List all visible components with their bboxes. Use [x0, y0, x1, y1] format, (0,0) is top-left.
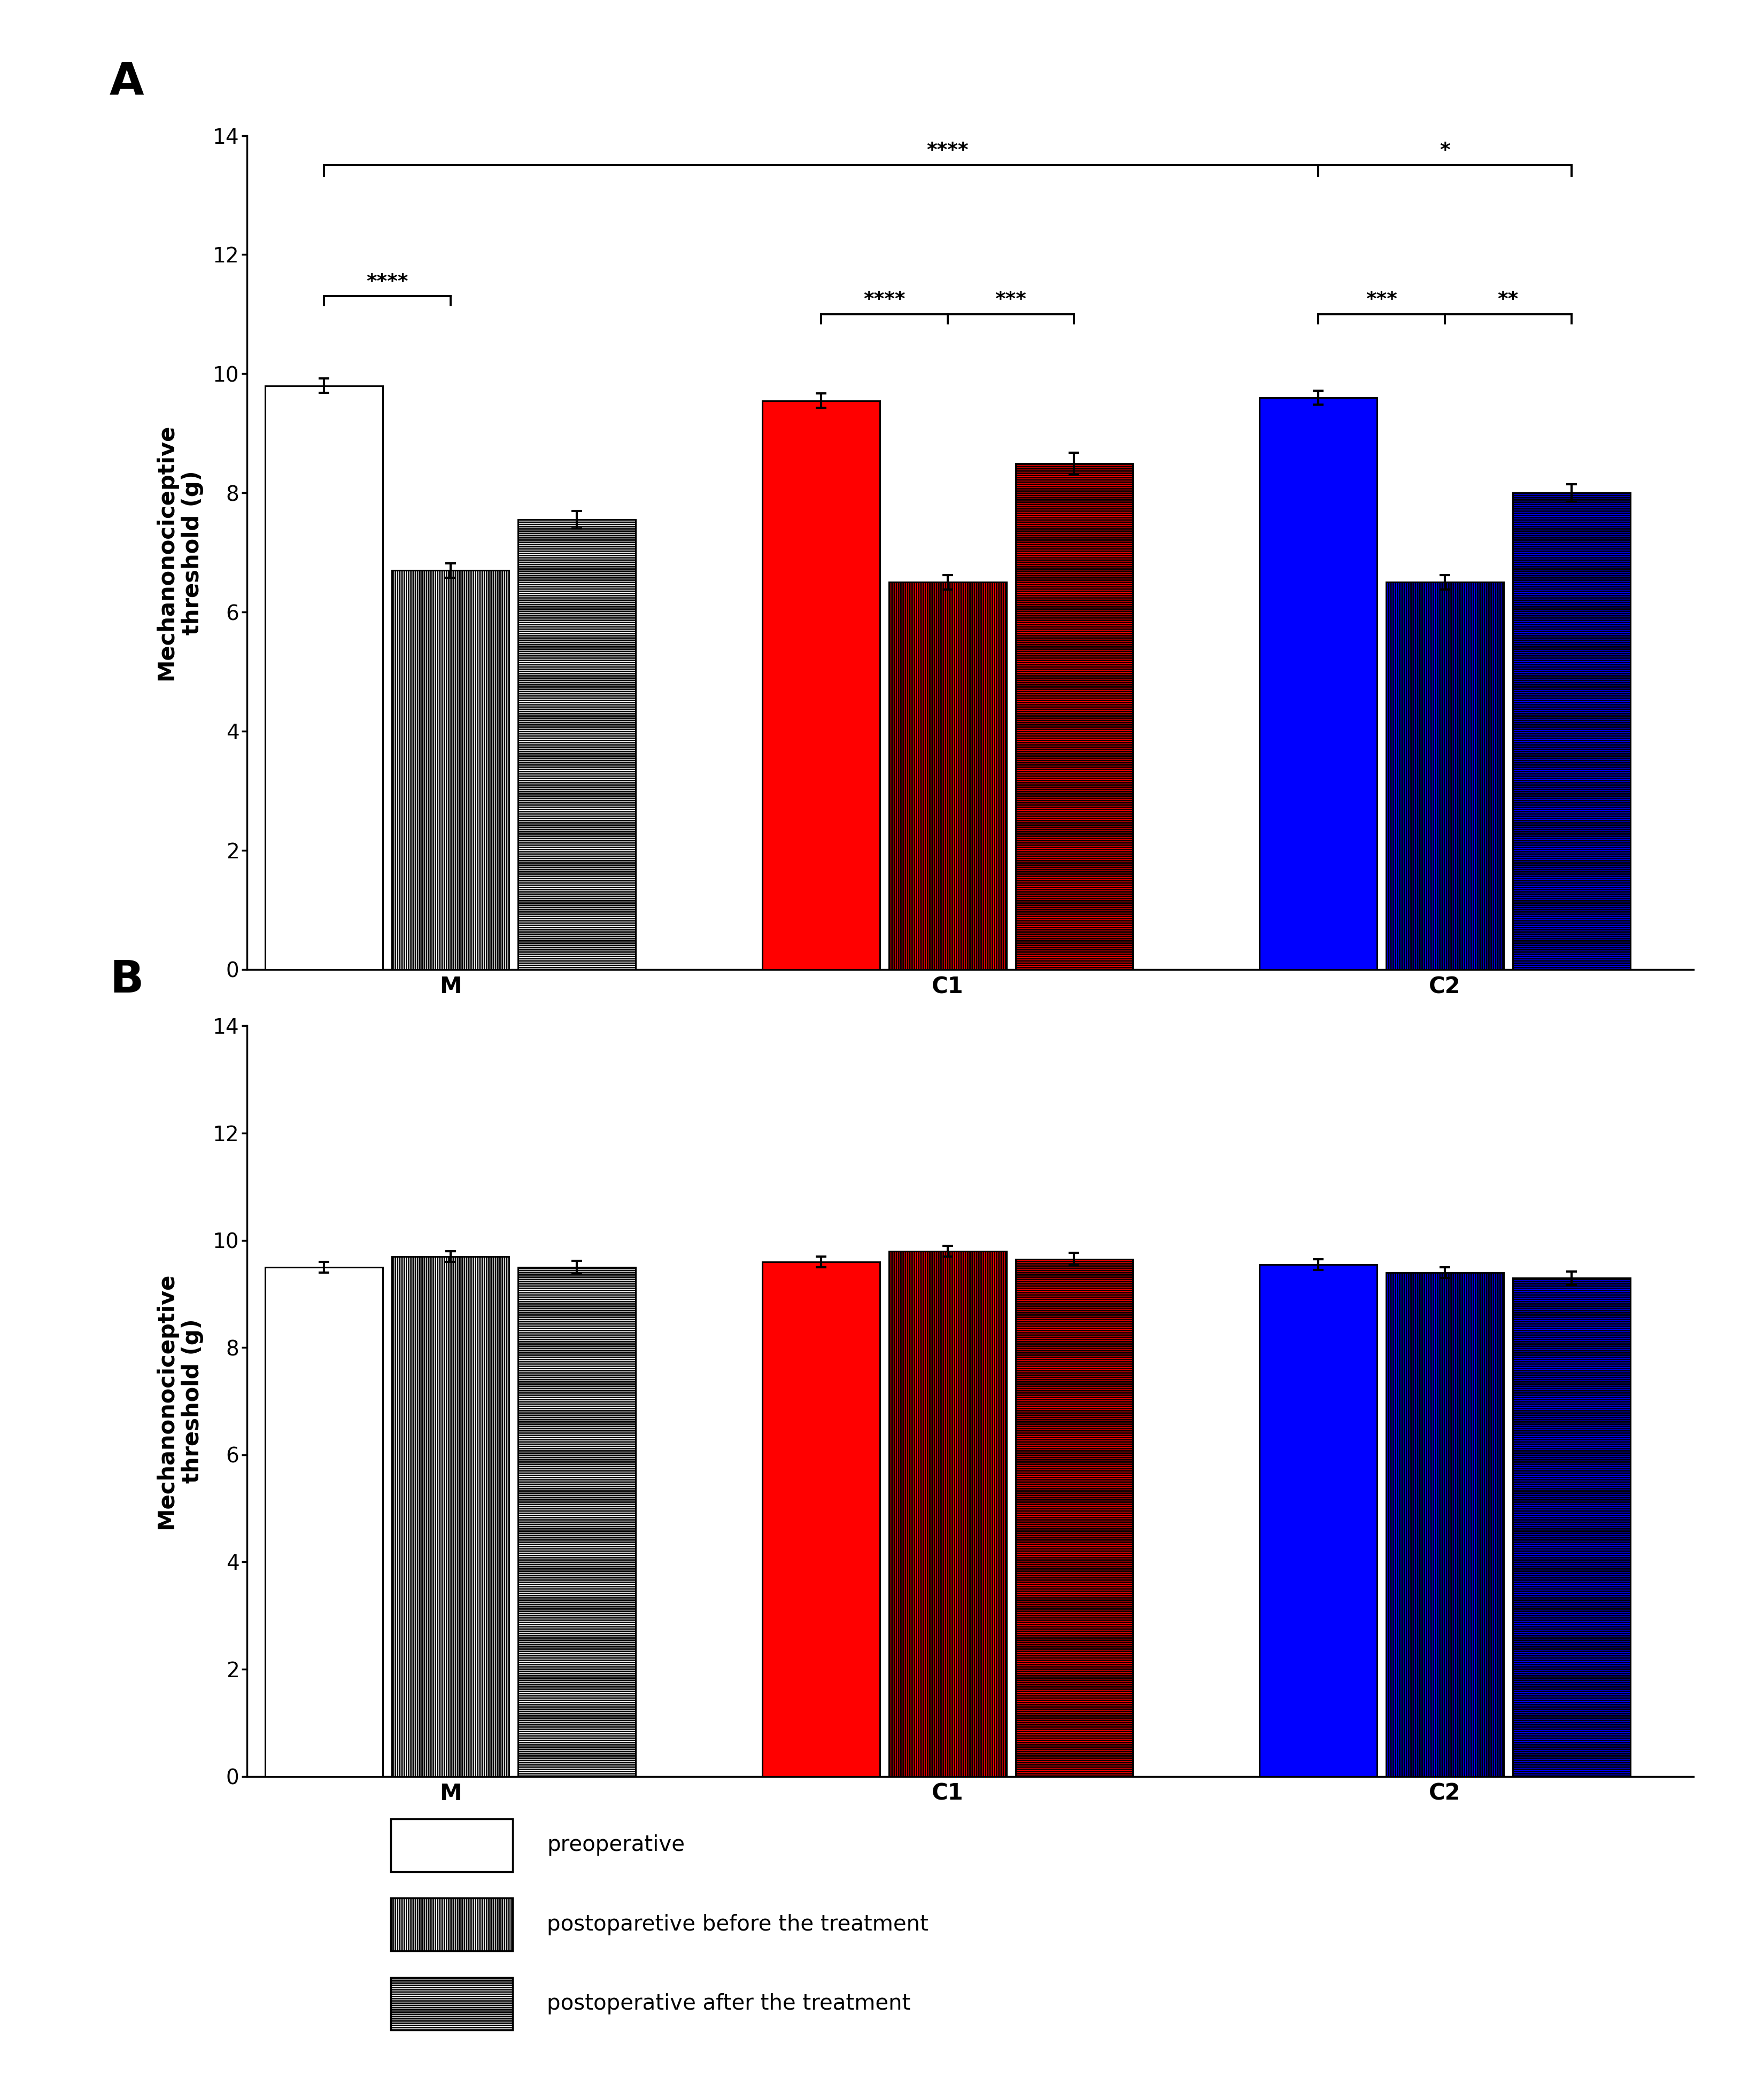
Bar — [519, 519, 635, 970]
Bar — [1514, 492, 1630, 970]
Y-axis label: Mechanonociceptive
threshold (g): Mechanonociceptive threshold (g) — [155, 425, 203, 680]
Bar — [392, 1257, 510, 1776]
Bar — [392, 571, 510, 970]
Bar — [1259, 1264, 1378, 1776]
Text: postoperative after the treatment: postoperative after the treatment — [547, 1993, 910, 2014]
Text: ****: **** — [926, 142, 968, 161]
Bar — [519, 1268, 635, 1776]
Bar — [1514, 1278, 1630, 1776]
Bar — [762, 1261, 880, 1776]
Text: ****: **** — [367, 273, 407, 292]
Bar — [1016, 1259, 1132, 1776]
Bar — [1387, 1272, 1503, 1776]
Bar — [889, 1251, 1005, 1776]
Text: ****: **** — [863, 290, 905, 309]
Text: postoparetive before the treatment: postoparetive before the treatment — [547, 1914, 928, 1935]
Y-axis label: Mechanonociceptive
threshold (g): Mechanonociceptive threshold (g) — [155, 1274, 203, 1528]
Text: B: B — [109, 959, 143, 1001]
Text: ***: *** — [1365, 290, 1397, 309]
Text: A: A — [109, 60, 145, 104]
Bar — [1016, 463, 1132, 970]
Bar — [265, 386, 383, 970]
Bar — [889, 582, 1005, 970]
Text: *: * — [1439, 142, 1450, 161]
Bar — [265, 1268, 383, 1776]
Text: ***: *** — [995, 290, 1027, 309]
Bar — [1259, 398, 1378, 970]
Text: **: ** — [1498, 290, 1519, 309]
Text: preoperative: preoperative — [547, 1835, 684, 1856]
Bar — [1387, 582, 1503, 970]
Bar — [762, 400, 880, 970]
